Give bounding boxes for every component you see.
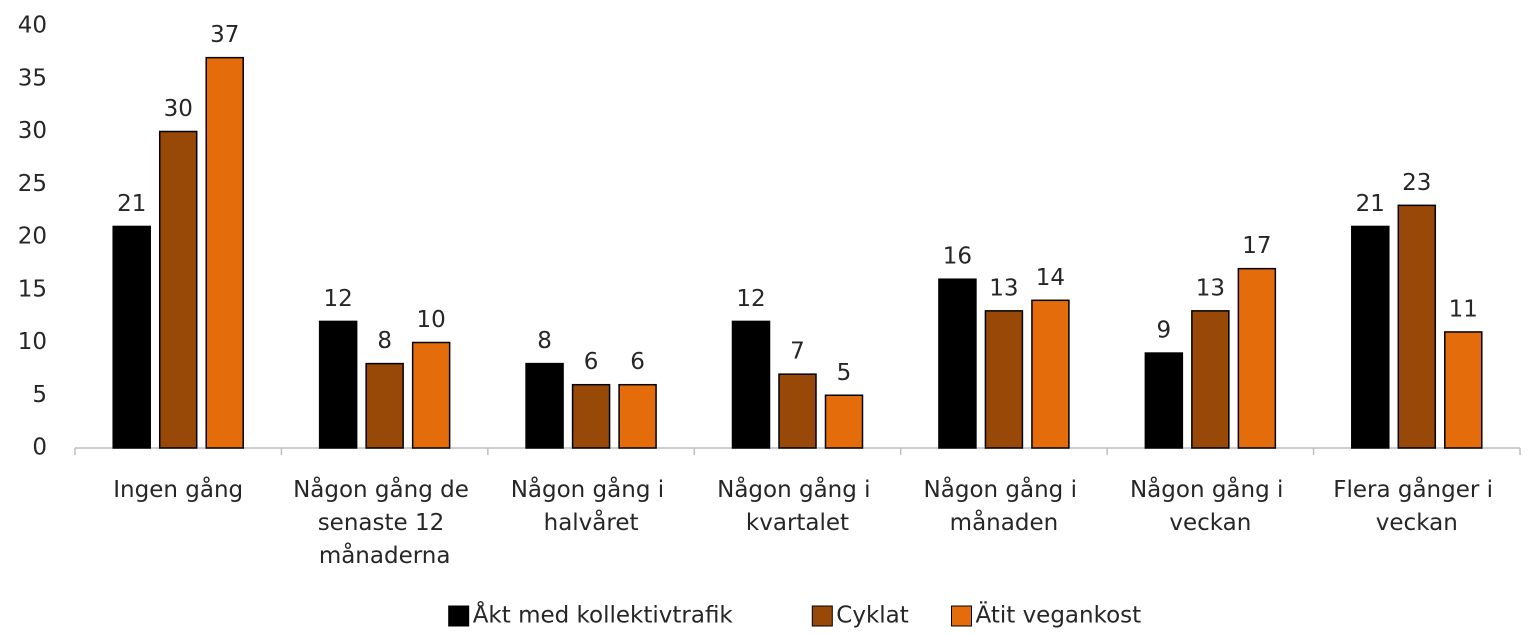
data-label: 8	[377, 328, 392, 354]
data-label: 12	[324, 286, 353, 312]
legend-swatch	[951, 605, 972, 627]
y-tick-label: 10	[18, 329, 47, 355]
bar	[824, 394, 864, 449]
bar	[571, 383, 611, 449]
x-tick-label: Någon gång i veckan	[1130, 475, 1291, 536]
bar	[365, 362, 404, 449]
bar	[1144, 352, 1184, 449]
legend-label: Cyklat	[836, 603, 909, 629]
bar	[1191, 310, 1230, 449]
data-label: 16	[943, 244, 972, 270]
data-label: 21	[1356, 191, 1385, 217]
legend-label: Åkt med kollektivtrafik	[473, 601, 734, 629]
bar	[1351, 225, 1390, 449]
y-tick-label: 5	[32, 382, 47, 408]
bar	[618, 383, 657, 449]
x-tick-label: Någon gång i månaden	[924, 475, 1085, 536]
data-label: 14	[1036, 265, 1065, 291]
data-label: 17	[1242, 233, 1271, 259]
bar	[1444, 331, 1483, 449]
bar	[411, 341, 451, 449]
y-tick-label: 35	[18, 65, 47, 91]
data-label: 21	[117, 191, 146, 217]
y-tick-label: 20	[18, 224, 47, 250]
legend-swatch	[811, 605, 833, 627]
data-label: 6	[630, 349, 645, 375]
x-tick-label: Någon gång i kvartalet	[717, 475, 878, 536]
y-tick-label: 15	[18, 276, 47, 302]
data-label: 11	[1449, 296, 1478, 322]
bar	[778, 373, 817, 449]
data-label: 12	[736, 286, 765, 312]
data-label: 13	[989, 275, 1018, 301]
data-label: 6	[584, 349, 599, 375]
x-tick-label: Flera gånger i veckan	[1333, 475, 1500, 536]
bar	[318, 320, 358, 449]
x-tick-label: Någon gång de senaste 12 månaderna	[293, 475, 476, 569]
legend-label: Ätit vegankost	[976, 601, 1142, 629]
bar	[938, 278, 977, 449]
data-label: 8	[537, 328, 552, 354]
bar	[205, 56, 244, 449]
y-tick-label: 40	[18, 13, 47, 39]
data-label: 5	[837, 360, 852, 386]
y-tick-label: 25	[18, 171, 47, 197]
y-tick-label: 0	[32, 435, 47, 461]
data-label: 9	[1157, 318, 1172, 344]
data-label: 30	[164, 96, 193, 122]
bar	[984, 310, 1024, 449]
bar	[731, 320, 771, 449]
bar	[158, 130, 198, 449]
bar	[525, 362, 564, 449]
data-label: 7	[790, 339, 805, 365]
data-label: 37	[210, 22, 239, 48]
x-tick-label: Ingen gång	[113, 475, 243, 503]
data-label: 23	[1402, 170, 1431, 196]
bar	[112, 225, 151, 449]
legend-swatch	[448, 605, 470, 627]
bar	[1397, 204, 1437, 449]
bar	[1031, 299, 1070, 449]
data-label: 10	[417, 307, 446, 333]
y-tick-label: 30	[18, 118, 47, 144]
bar	[1237, 267, 1277, 449]
x-tick-label: Någon gång i halvåret	[511, 475, 672, 536]
data-label: 13	[1196, 275, 1225, 301]
